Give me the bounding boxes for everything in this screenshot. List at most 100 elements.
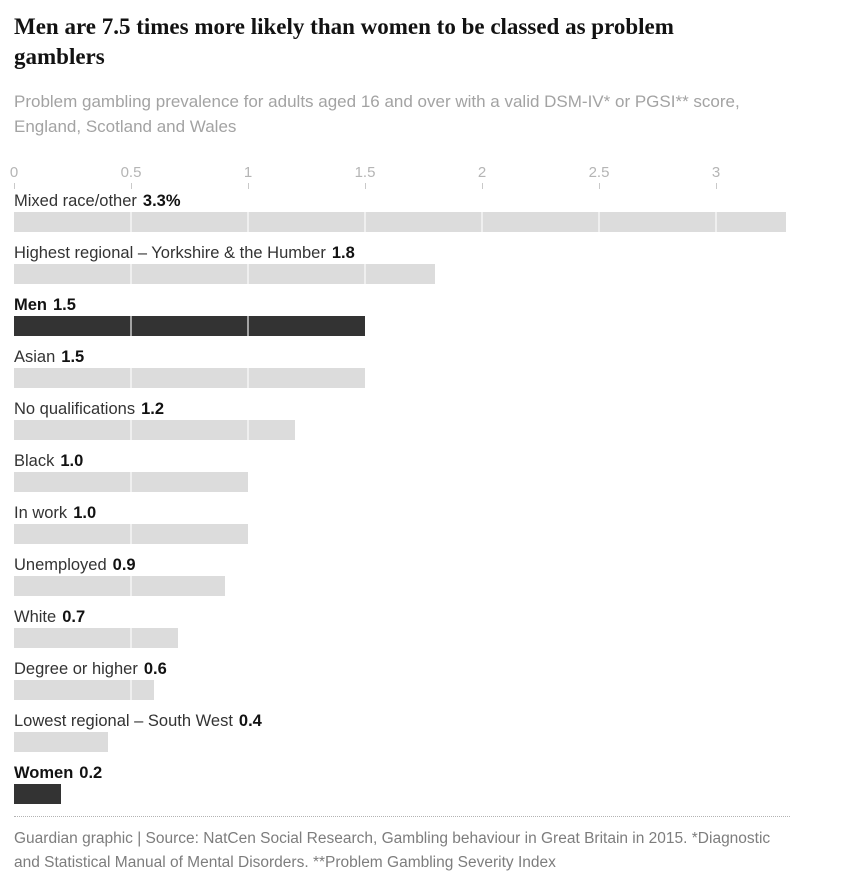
category-name: Lowest regional – South West bbox=[14, 711, 233, 730]
x-axis-tick-mark bbox=[14, 182, 15, 189]
category-name: Men bbox=[14, 295, 47, 314]
bar-gridline bbox=[481, 211, 483, 232]
x-axis-tick-label: 1.5 bbox=[354, 163, 376, 181]
bar-rows: Mixed race/other 3.3% Highest regional – Y… bbox=[14, 192, 804, 804]
category-name: Asian bbox=[14, 347, 56, 366]
bar-gridline bbox=[364, 263, 366, 284]
category-name: White bbox=[14, 607, 57, 626]
bar-gridline bbox=[247, 367, 249, 388]
category-value: 0.7 bbox=[62, 607, 86, 626]
x-axis-tick-label: 0 bbox=[9, 163, 19, 181]
category-value: 0.9 bbox=[112, 555, 136, 574]
category-value: 1.2 bbox=[141, 399, 165, 418]
bar-row: No qualifications 1.2 bbox=[14, 400, 804, 440]
chart-footer: Guardian graphic | Source: NatCen Social… bbox=[14, 827, 844, 875]
bar-gridline bbox=[130, 263, 132, 284]
bar-row: Highest regional – Yorkshire & the Humbe… bbox=[14, 244, 804, 284]
bar-label: Mixed race/other 3.3% bbox=[14, 192, 804, 211]
bar-label: Asian 1.5 bbox=[14, 348, 804, 367]
bar-gridline bbox=[247, 315, 249, 336]
bar-label: White 0.7 bbox=[14, 608, 804, 627]
x-axis-tick-label: 1 bbox=[243, 163, 253, 181]
x-axis-tick-mark bbox=[599, 182, 600, 189]
bar-row: Unemployed 0.9 bbox=[14, 556, 804, 596]
bar bbox=[14, 315, 365, 336]
category-value: 3.3% bbox=[142, 191, 181, 210]
chart-subtitle: Problem gambling prevalence for adults a… bbox=[14, 91, 740, 137]
bar-label: No qualifications 1.2 bbox=[14, 400, 804, 419]
x-axis-tick-label: 2.5 bbox=[588, 163, 610, 181]
footer-divider bbox=[14, 815, 790, 817]
bar-gridline bbox=[715, 211, 717, 232]
bar-label: Unemployed 0.9 bbox=[14, 556, 804, 575]
bar bbox=[14, 263, 436, 284]
category-name: No qualifications bbox=[14, 399, 136, 418]
bar-gridline bbox=[130, 575, 132, 596]
x-axis-tick-label: 2 bbox=[477, 163, 487, 181]
bar-gridline bbox=[130, 211, 132, 232]
category-value: 0.2 bbox=[79, 763, 103, 782]
bar-gridline bbox=[247, 419, 249, 440]
bar-gridline bbox=[247, 211, 249, 232]
bar-row: Men 1.5 bbox=[14, 296, 804, 336]
category-name: In work bbox=[14, 503, 68, 522]
x-axis-tick-label: 0.5 bbox=[120, 163, 142, 181]
bar bbox=[14, 627, 178, 648]
category-name: Mixed race/other bbox=[14, 191, 137, 210]
bar-gridline bbox=[364, 211, 366, 232]
category-value: 1.0 bbox=[60, 451, 84, 470]
bar-gridline bbox=[130, 523, 132, 544]
bar-label: Lowest regional – South West 0.4 bbox=[14, 712, 804, 731]
category-name: Degree or higher bbox=[14, 659, 138, 678]
bar bbox=[14, 211, 787, 232]
bar-row: White 0.7 bbox=[14, 608, 804, 648]
x-axis-tick-mark bbox=[131, 182, 132, 189]
category-name: Highest regional – Yorkshire & the Humbe… bbox=[14, 243, 326, 262]
category-value: 1.0 bbox=[73, 503, 97, 522]
bar bbox=[14, 419, 295, 440]
bar bbox=[14, 679, 155, 700]
bar-row: Asian 1.5 bbox=[14, 348, 804, 388]
bar-gridline bbox=[130, 627, 132, 648]
category-value: 0.6 bbox=[143, 659, 167, 678]
x-axis-tick-mark bbox=[482, 182, 483, 189]
bar-row: Black 1.0 bbox=[14, 452, 804, 492]
bar-label: Degree or higher 0.6 bbox=[14, 660, 804, 679]
bar-label: Women 0.2 bbox=[14, 764, 804, 783]
bar bbox=[14, 783, 61, 804]
bar bbox=[14, 575, 225, 596]
x-axis-tick-mark bbox=[248, 182, 249, 189]
category-value: 1.8 bbox=[331, 243, 355, 262]
bar-row: Degree or higher 0.6 bbox=[14, 660, 804, 700]
bar bbox=[14, 367, 365, 388]
bar bbox=[14, 523, 248, 544]
bar-row: Mixed race/other 3.3% bbox=[14, 192, 804, 232]
bar-row: In work 1.0 bbox=[14, 504, 804, 544]
category-name: Unemployed bbox=[14, 555, 107, 574]
category-value: 0.4 bbox=[238, 711, 262, 730]
chart-title: Men are 7.5 times more likely than women… bbox=[14, 14, 674, 70]
x-axis-tick-mark bbox=[716, 182, 717, 189]
bar-gridline bbox=[598, 211, 600, 232]
bar-label: Men 1.5 bbox=[14, 296, 804, 315]
bar-row: Lowest regional – South West 0.4 bbox=[14, 712, 804, 752]
bar-gridline bbox=[130, 419, 132, 440]
bar-label: Highest regional – Yorkshire & the Humbe… bbox=[14, 244, 804, 263]
bar-chart: 0 0.5 1 1.5 2 2.5 3 Mixed race/other 3.3% Highes… bbox=[10, 163, 804, 804]
bar-label: In work 1.0 bbox=[14, 504, 804, 523]
source-note: Guardian graphic | Source: NatCen Social… bbox=[14, 829, 771, 871]
bar-gridline bbox=[130, 315, 132, 336]
category-name: Black bbox=[14, 451, 55, 470]
bar-gridline bbox=[130, 367, 132, 388]
bar bbox=[14, 731, 108, 752]
bar-gridline bbox=[130, 679, 132, 700]
bar-label: Black 1.0 bbox=[14, 452, 804, 471]
x-axis: 0 0.5 1 1.5 2 2.5 3 bbox=[10, 163, 804, 192]
x-axis-tick-mark bbox=[365, 182, 366, 189]
bar-gridline bbox=[247, 263, 249, 284]
bar-gridline bbox=[130, 471, 132, 492]
category-value: 1.5 bbox=[61, 347, 85, 366]
x-axis-tick-label: 3 bbox=[711, 163, 721, 181]
bar bbox=[14, 471, 248, 492]
